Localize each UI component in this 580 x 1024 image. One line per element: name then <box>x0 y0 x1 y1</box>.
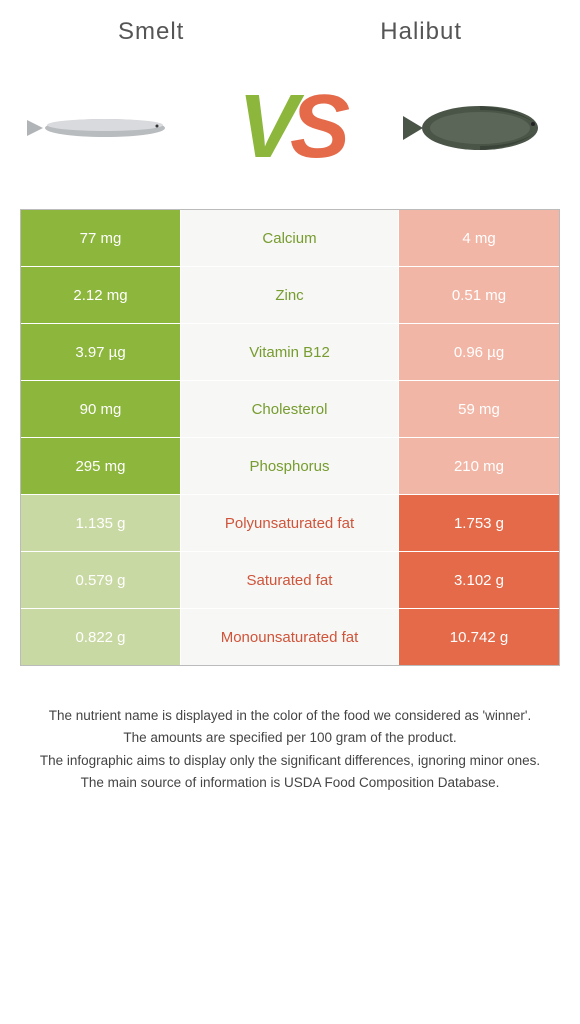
nutrient-name: Polyunsaturated fat <box>181 495 399 551</box>
smelt-image <box>25 83 185 173</box>
footer-notes: The nutrient name is displayed in the co… <box>0 666 580 815</box>
header: Smelt Halibut <box>0 0 580 56</box>
nutrient-name: Monounsaturated fat <box>181 609 399 665</box>
halibut-image <box>395 83 555 173</box>
table-row: 1.135 gPolyunsaturated fat1.753 g <box>21 495 559 552</box>
nutrient-name: Phosphorus <box>181 438 399 494</box>
right-value: 4 mg <box>399 210 559 266</box>
left-value: 2.12 mg <box>21 267 181 323</box>
vs-row: VS <box>0 56 580 209</box>
left-value: 0.579 g <box>21 552 181 608</box>
vs-s: S <box>290 77 342 177</box>
left-value: 1.135 g <box>21 495 181 551</box>
nutrient-name: Cholesterol <box>181 381 399 437</box>
vs-v: V <box>238 77 290 177</box>
left-value: 77 mg <box>21 210 181 266</box>
right-value: 10.742 g <box>399 609 559 665</box>
table-row: 90 mgCholesterol59 mg <box>21 381 559 438</box>
left-value: 3.97 µg <box>21 324 181 380</box>
nutrient-name: Calcium <box>181 210 399 266</box>
table-row: 0.822 gMonounsaturated fat10.742 g <box>21 609 559 665</box>
nutrient-table: 77 mgCalcium4 mg2.12 mgZinc0.51 mg3.97 µ… <box>20 209 560 666</box>
table-row: 2.12 mgZinc0.51 mg <box>21 267 559 324</box>
right-value: 59 mg <box>399 381 559 437</box>
table-row: 77 mgCalcium4 mg <box>21 210 559 267</box>
vs-label: VS <box>238 76 342 179</box>
nutrient-name: Saturated fat <box>181 552 399 608</box>
nutrient-name: Vitamin B12 <box>181 324 399 380</box>
right-value: 1.753 g <box>399 495 559 551</box>
footer-line: The amounts are specified per 100 gram o… <box>20 728 560 748</box>
left-value: 90 mg <box>21 381 181 437</box>
left-value: 295 mg <box>21 438 181 494</box>
right-food-title: Halibut <box>380 18 462 46</box>
left-food-title: Smelt <box>118 18 184 46</box>
right-value: 3.102 g <box>399 552 559 608</box>
right-value: 0.96 µg <box>399 324 559 380</box>
footer-line: The infographic aims to display only the… <box>20 751 560 771</box>
table-row: 0.579 gSaturated fat3.102 g <box>21 552 559 609</box>
table-row: 295 mgPhosphorus210 mg <box>21 438 559 495</box>
footer-line: The nutrient name is displayed in the co… <box>20 706 560 726</box>
footer-line: The main source of information is USDA F… <box>20 773 560 793</box>
nutrient-name: Zinc <box>181 267 399 323</box>
left-value: 0.822 g <box>21 609 181 665</box>
right-value: 210 mg <box>399 438 559 494</box>
right-value: 0.51 mg <box>399 267 559 323</box>
table-row: 3.97 µgVitamin B120.96 µg <box>21 324 559 381</box>
